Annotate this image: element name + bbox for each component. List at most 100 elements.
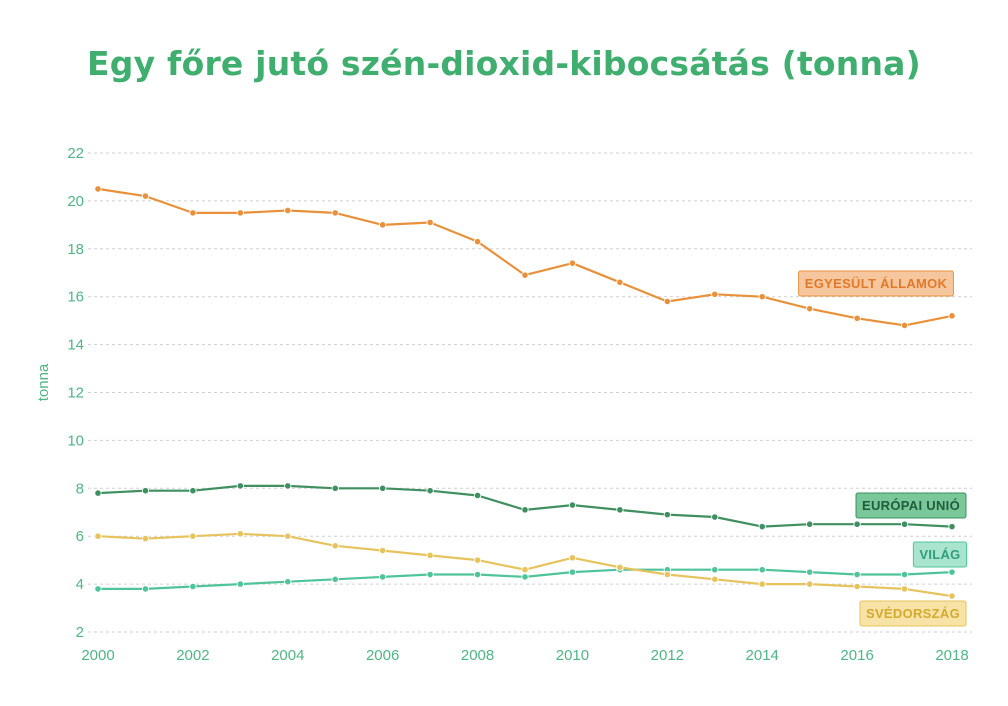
- data-point: [948, 592, 956, 600]
- y-tick-label: 20: [67, 193, 84, 210]
- data-point: [379, 573, 387, 581]
- data-point: [473, 238, 482, 246]
- data-point: [94, 585, 102, 593]
- data-point: [711, 513, 719, 521]
- data-point: [853, 520, 861, 528]
- series-tag-label: EGYESÜLT ÁLLAMOK: [805, 276, 948, 291]
- x-tick-label: 2004: [271, 647, 304, 664]
- data-point: [900, 570, 909, 579]
- series-tag-label: VILÁG: [919, 547, 960, 562]
- x-tick-label: 2018: [935, 647, 968, 664]
- y-tick-label: 6: [76, 528, 84, 545]
- data-point: [94, 532, 102, 540]
- data-point: [141, 487, 150, 495]
- data-point: [663, 511, 671, 519]
- data-point: [189, 487, 197, 495]
- series-1: [94, 482, 956, 531]
- y-tick-label: 8: [76, 480, 84, 497]
- x-tick-label: 2010: [556, 647, 589, 664]
- series-tags: EGYESÜLT ÁLLAMOK EURÓPAI UNIÓ VILÁG SVÉDORS…: [798, 270, 968, 627]
- data-point: [853, 582, 861, 591]
- data-point: [521, 271, 529, 279]
- data-point: [806, 568, 814, 576]
- y-tick-label: 22: [67, 145, 84, 162]
- data-point: [331, 575, 339, 583]
- x-tick-label: 2012: [651, 647, 684, 664]
- data-point: [141, 585, 150, 593]
- series-tag: SVÉDORSZÁG: [859, 600, 967, 627]
- data-point: [758, 580, 766, 588]
- series-tag: VILÁG: [912, 541, 968, 568]
- series-tag: EGYESÜLT ÁLLAMOK: [798, 270, 954, 297]
- data-point: [900, 585, 909, 593]
- data-point: [711, 290, 719, 298]
- gridlines: [88, 152, 972, 633]
- data-point: [948, 568, 956, 576]
- series-0: [94, 185, 956, 330]
- data-point: [568, 554, 577, 562]
- data-point: [331, 209, 339, 217]
- data-point: [426, 570, 434, 579]
- data-point: [284, 578, 292, 586]
- data-point: [853, 314, 861, 322]
- data-point: [711, 575, 719, 583]
- series-tag-box: [798, 270, 954, 297]
- series-tag: EURÓPAI UNIÓ: [855, 492, 967, 519]
- data-point: [236, 482, 244, 490]
- data-point: [331, 542, 339, 550]
- y-tick-label: 2: [76, 624, 84, 641]
- data-point: [236, 209, 244, 217]
- data-point: [141, 192, 150, 200]
- data-point: [236, 530, 244, 538]
- y-tick-label: 18: [67, 241, 84, 258]
- series-line: [97, 484, 953, 528]
- series-2: [94, 566, 956, 593]
- data-point: [426, 551, 434, 559]
- data-point: [521, 506, 529, 514]
- data-point: [616, 563, 624, 571]
- x-tick-label: 2000: [81, 647, 114, 664]
- data-point: [900, 321, 909, 330]
- data-point: [426, 218, 434, 227]
- data-point: [948, 312, 956, 320]
- x-tick-label: 2008: [461, 647, 494, 664]
- x-tick-label: 2006: [366, 647, 399, 664]
- data-point: [189, 532, 197, 540]
- data-point: [473, 556, 482, 564]
- data-point: [284, 532, 292, 540]
- y-axis-ticks: 2 4 6 8 10 12 14 16 18 20 22: [67, 145, 84, 641]
- data-point: [663, 297, 671, 306]
- data-point: [521, 566, 529, 574]
- y-tick-label: 10: [67, 432, 84, 449]
- data-point: [806, 305, 814, 313]
- y-tick-label: 12: [67, 385, 84, 402]
- data-point: [236, 580, 244, 588]
- data-point: [94, 185, 102, 193]
- data-point: [568, 568, 577, 576]
- x-tick-label: 2014: [746, 647, 779, 664]
- chart-title: Egy főre jutó szén-dioxid-kibocsátás (to…: [87, 44, 921, 83]
- y-tick-label: 4: [76, 576, 84, 593]
- data-point: [284, 206, 292, 215]
- data-point: [379, 546, 387, 555]
- series-3: [94, 530, 956, 600]
- data-point: [379, 221, 387, 229]
- data-point: [426, 487, 434, 495]
- data-point: [616, 506, 624, 514]
- series-tag-label: EURÓPAI UNIÓ: [862, 498, 960, 513]
- data-point: [758, 523, 766, 531]
- data-point: [141, 534, 150, 543]
- data-point: [900, 520, 909, 528]
- data-point: [711, 566, 719, 574]
- data-point: [616, 278, 624, 286]
- series-tag-box: [859, 600, 967, 627]
- data-point: [568, 259, 577, 267]
- data-point: [379, 484, 387, 492]
- x-tick-label: 2002: [176, 647, 209, 664]
- y-axis-label: tonna: [35, 363, 52, 401]
- series-lines: [94, 185, 956, 600]
- y-tick-label: 14: [67, 337, 84, 354]
- data-point: [473, 491, 482, 500]
- series-tag-box: [855, 492, 967, 519]
